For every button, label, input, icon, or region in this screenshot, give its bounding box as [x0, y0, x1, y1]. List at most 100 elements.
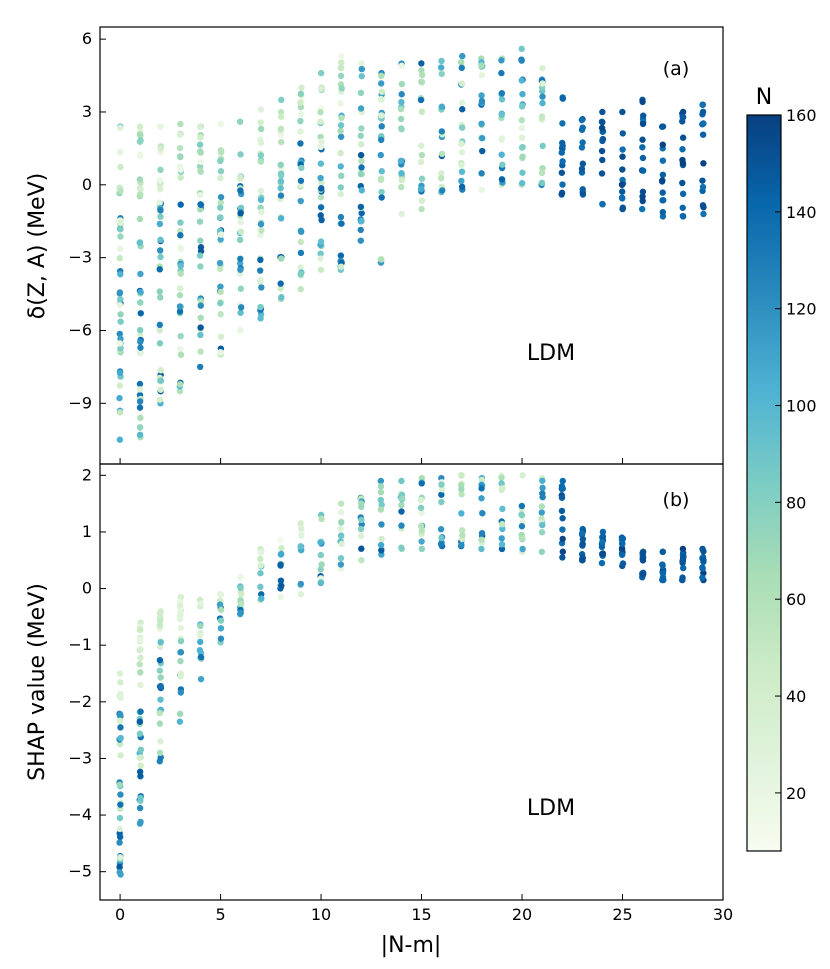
data-point	[217, 348, 224, 356]
data-point	[197, 653, 205, 661]
data-point	[418, 78, 425, 85]
data-point	[137, 414, 144, 422]
data-point	[277, 125, 285, 133]
data-point	[156, 710, 163, 717]
data-point	[176, 292, 184, 299]
panel-b-ticks: 0 5 10 15 20 25 30 −5 −4 −3 −2 −1 0 1 2	[68, 465, 733, 924]
data-point	[317, 194, 325, 201]
data-point	[378, 521, 385, 528]
data-point	[197, 675, 205, 683]
data-point	[137, 344, 144, 351]
data-point	[137, 654, 144, 661]
data-point	[398, 508, 405, 515]
data-point	[177, 174, 184, 181]
data-point	[438, 103, 446, 110]
data-point	[156, 643, 164, 651]
data-point	[237, 266, 244, 273]
x-tick-label: 25	[612, 905, 632, 924]
data-point	[297, 238, 304, 246]
data-point	[358, 141, 365, 148]
data-point	[157, 236, 164, 244]
data-point	[116, 330, 123, 338]
data-point	[176, 381, 184, 388]
x-tick-label: 0	[115, 905, 125, 924]
data-point	[237, 609, 245, 616]
data-point	[558, 494, 566, 501]
data-point	[337, 122, 345, 129]
data-point	[257, 562, 264, 569]
data-point	[317, 539, 324, 546]
data-point	[398, 176, 405, 184]
data-point	[117, 245, 124, 253]
data-point	[478, 92, 485, 99]
data-point	[498, 480, 505, 487]
data-point	[417, 158, 425, 166]
data-point	[216, 601, 224, 608]
data-point	[257, 196, 265, 204]
x-tick-label: 20	[512, 905, 532, 924]
data-point	[257, 221, 265, 228]
data-point	[177, 153, 184, 161]
data-point	[136, 404, 144, 411]
data-point	[457, 140, 465, 148]
data-point	[217, 147, 225, 155]
data-point	[116, 340, 124, 347]
data-point	[639, 571, 647, 578]
data-point	[217, 231, 225, 238]
data-point	[378, 72, 385, 80]
data-point	[117, 311, 124, 318]
panel-b-frame	[99, 463, 724, 901]
data-point	[116, 394, 123, 402]
data-point	[619, 535, 627, 542]
y-tick-label: 3	[82, 102, 92, 121]
data-point	[659, 570, 667, 577]
y-tick-label: −3	[68, 248, 92, 267]
data-point	[458, 64, 465, 72]
data-point	[579, 139, 586, 146]
data-point	[157, 738, 164, 745]
data-point	[700, 548, 707, 555]
data-point	[177, 670, 184, 677]
data-point	[136, 636, 144, 644]
data-point	[177, 262, 184, 270]
data-point	[438, 481, 445, 488]
data-point	[357, 237, 365, 244]
data-point	[639, 154, 647, 162]
data-point	[277, 551, 285, 558]
data-point	[699, 108, 707, 116]
data-point	[699, 574, 706, 581]
data-point	[619, 195, 626, 202]
data-point	[257, 187, 265, 195]
data-point	[136, 804, 144, 812]
data-point	[439, 187, 446, 194]
data-point	[176, 718, 184, 725]
data-point	[217, 625, 225, 632]
data-point	[357, 226, 364, 234]
data-point	[176, 602, 184, 609]
data-point	[257, 119, 264, 126]
data-point	[700, 210, 707, 218]
data-point	[137, 669, 144, 676]
data-point	[237, 255, 244, 263]
data-point	[117, 271, 124, 278]
data-point	[478, 536, 485, 543]
data-point	[378, 88, 386, 95]
colorbar: 20 40 60 80 100 120 140 160 N	[746, 85, 817, 852]
data-point	[277, 285, 284, 292]
data-point	[498, 135, 506, 142]
data-point	[398, 183, 405, 191]
data-point	[117, 219, 124, 226]
data-point	[116, 863, 123, 871]
data-point	[559, 485, 566, 492]
data-point	[679, 146, 686, 153]
colorbar-tick-label: 120	[786, 300, 817, 319]
data-point	[679, 204, 686, 211]
data-point	[177, 332, 184, 340]
data-point	[337, 64, 344, 72]
data-point	[237, 173, 244, 181]
data-point	[418, 151, 426, 159]
y-tick-label: −9	[68, 393, 92, 412]
data-point	[358, 209, 365, 217]
data-point	[639, 136, 646, 143]
data-point	[618, 188, 626, 195]
